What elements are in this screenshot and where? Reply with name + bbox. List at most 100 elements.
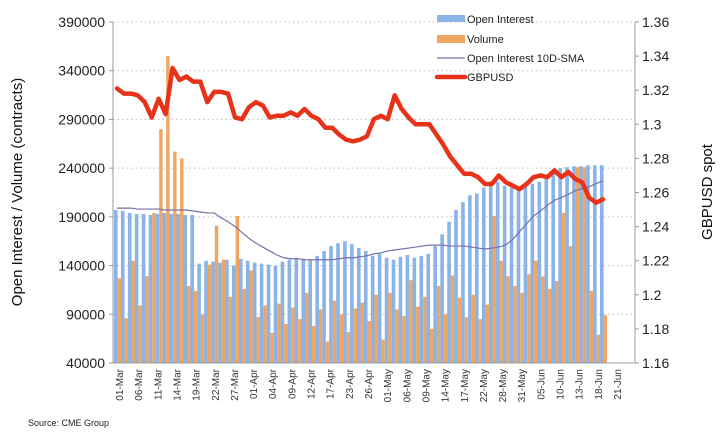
open-interest-bar [162,212,167,363]
legend-label-sma: Open Interest 10D-SMA [467,53,585,65]
volume-bar [117,278,121,363]
x-tick-label: 13-Jun [575,369,586,400]
x-tick-label: 09-Apr [287,368,298,399]
volume-bar [180,158,184,363]
open-interest-bar [127,212,132,363]
open-interest-bar [280,261,285,363]
x-tick-label: 21-Jun [613,369,624,400]
volume-bar [506,276,510,363]
volume-bar [499,260,503,363]
volume-bar [207,264,212,363]
open-interest-bar [301,258,306,363]
right-tick-label: 1.22 [642,253,669,269]
open-interest-bar [134,213,139,363]
open-interest-bar [218,262,222,363]
volume-bar [430,328,434,363]
volume-bar [256,317,260,363]
x-tick-label: 05-Jun [536,369,547,400]
open-interest-bar [287,259,292,363]
volume-bar [374,294,378,363]
volume-bar [228,296,233,363]
x-tick-label: 18-Jun [594,369,605,400]
right-axis-title: GBPUSD spot [699,143,716,240]
open-interest-bar [273,265,278,363]
x-tick-label: 17-May [460,369,471,402]
volume-bar [388,292,392,363]
open-interest-bar [377,253,382,363]
right-tick-label: 1.16 [642,355,669,371]
volume-bar [159,129,163,363]
legend-swatch-volume [437,35,465,43]
open-interest-bar [225,259,229,363]
series-lines [114,65,606,261]
open-interest-bar [370,255,375,363]
open-interest-bar [120,211,125,363]
volume-bar [527,274,531,363]
volume-bar [277,303,281,363]
open-interest-bar [363,250,368,363]
left-tick-label: 190000 [58,209,105,225]
open-interest-bar [169,213,174,363]
right-tick-label: 1.36 [642,14,669,30]
x-tick-label: 01-Apr [249,368,260,399]
right-tick-label: 1.32 [642,82,669,98]
open-interest-bar [197,263,201,363]
volume-bar [561,212,566,363]
left-tick-label: 140000 [58,258,105,274]
open-interest-bar [343,241,347,363]
open-interest-bar [245,260,250,363]
open-interest-bar [461,202,465,363]
open-interest-bar [579,166,583,363]
volume-bar [534,260,538,363]
volume-bar [575,167,580,363]
x-tick-label: 27-Mar [230,368,241,400]
open-interest-bar [329,246,333,363]
volume-bar [291,307,295,363]
open-interest-bar [565,167,569,363]
open-interest-bar [433,246,437,363]
volume-bar [193,290,198,363]
volume-bar [214,225,219,363]
volume-bar [409,280,413,363]
volume-bar [305,292,309,363]
open-interest-bar [204,260,208,363]
volume-bar [555,281,559,363]
volume-bar [485,304,489,363]
open-interest-bar [336,243,340,363]
open-interest-bar [308,259,312,363]
volume-bar [360,302,364,363]
left-tick-label: 390000 [58,14,105,30]
open-interest-bar [141,213,146,363]
source-note: Source: CME Group [28,418,109,428]
volume-bar [346,331,351,363]
open-interest-bar [426,253,431,363]
open-interest-bar [516,189,521,363]
open-interest-bar [155,213,160,363]
open-interest-bar [509,187,514,363]
open-interest-bar [148,214,153,363]
volume-bar [124,318,128,363]
open-interest-bar [481,187,486,363]
volume-bar [145,276,149,363]
volume-bar [270,332,274,363]
right-tick-label: 1.3 [642,116,662,132]
open-interest-bar [530,183,535,363]
volume-bar [200,314,205,363]
x-tick-label: 23-Apr [345,368,356,399]
x-tick-label: 10-Jun [556,369,567,400]
volume-bar [312,325,316,363]
volume-bar [596,334,601,363]
legend-swatch-open-interest [437,15,465,22]
open-interest-bar [488,181,493,363]
open-interest-bar [384,257,389,363]
volume-bar [318,309,323,363]
right-tick-label: 1.28 [642,150,669,166]
volume-bar [325,341,330,363]
open-interest-bar [190,214,194,363]
open-interest-bar [405,254,410,363]
volume-bar [138,305,142,363]
open-interest-bar [259,263,264,363]
open-interest-bar [495,181,500,363]
open-interest-bar [252,262,257,363]
right-tick-label: 1.34 [642,48,669,64]
